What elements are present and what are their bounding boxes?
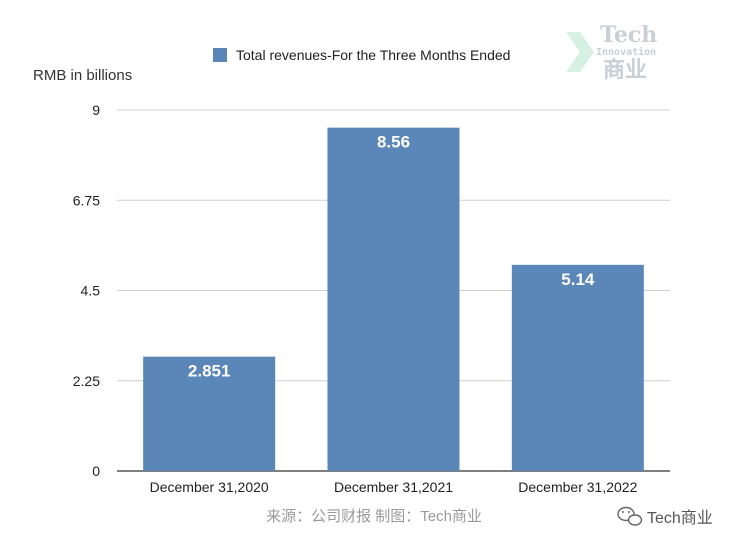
watermark-line2: Innovation (596, 46, 656, 58)
y-tick-label: 2.25 (73, 373, 100, 389)
legend-swatch (213, 48, 227, 62)
watermark-line1: Tech (600, 22, 657, 48)
legend-label: Total revenues-For the Three Months Ende… (236, 47, 510, 63)
brand-name: Tech商业 (647, 509, 713, 527)
data-label: 8.56 (377, 133, 410, 152)
y-tick-labels: 0 2.25 4.5 6.75 9 (73, 102, 100, 479)
x-category-labels: December 31,2020 December 31,2021 December… (150, 479, 638, 495)
y-tick-label: 0 (92, 463, 100, 479)
bars (143, 127, 644, 471)
bar (143, 356, 276, 471)
x-category-label: December 31,2020 (150, 479, 269, 495)
y-axis-label: RMB in billions (33, 67, 132, 84)
watermark-line3: 商业 (603, 57, 647, 82)
y-tick-label: 6.75 (73, 192, 100, 208)
y-tick-label: 4.5 (81, 283, 101, 299)
data-label: 5.14 (561, 270, 595, 289)
y-tick-label: 9 (92, 102, 100, 118)
bar (327, 127, 460, 471)
chevron-logo-icon (566, 32, 594, 72)
wechat-icon (617, 506, 643, 526)
x-category-label: December 31,2021 (334, 479, 453, 495)
brand-footer: Tech商业 (617, 506, 713, 527)
watermark-logo: Tech Innovation 商业 (566, 22, 657, 82)
legend: Total revenues-For the Three Months Ende… (213, 47, 510, 63)
data-label: 2.851 (188, 362, 231, 381)
source-note: 来源：公司财报 制图：Tech商业 (266, 508, 482, 525)
x-category-label: December 31,2022 (518, 479, 637, 495)
bar (511, 264, 644, 471)
data-labels: 2.851 8.56 5.14 (188, 133, 595, 381)
